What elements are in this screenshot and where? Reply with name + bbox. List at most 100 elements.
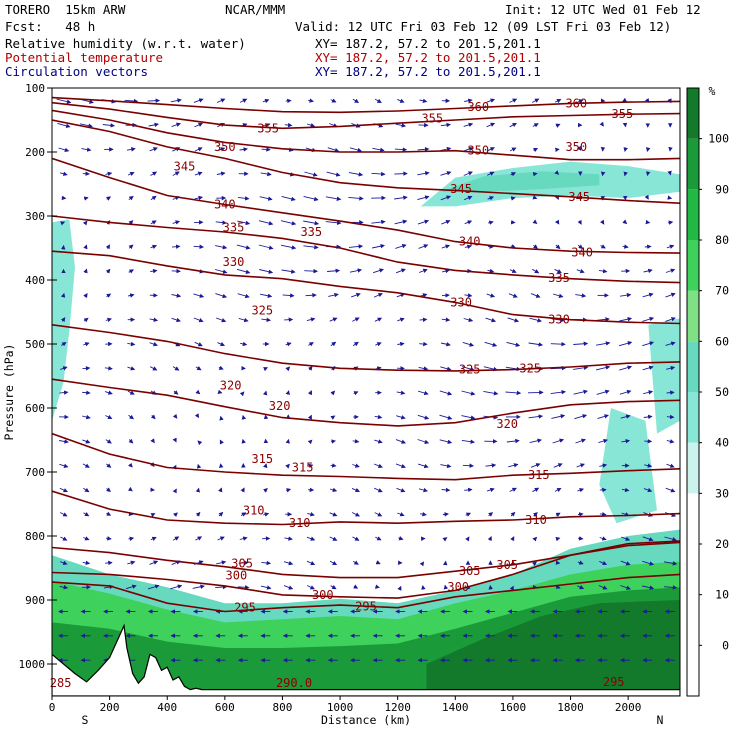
circulation-vector-494	[465, 512, 472, 517]
colorbar-swatch-30	[687, 442, 699, 494]
theta-label-320-17: 320	[220, 379, 242, 393]
circulation-vector-104	[510, 172, 517, 177]
colorbar-tick-label-30: 30	[715, 486, 729, 500]
circulation-vector-454	[195, 487, 201, 493]
circulation-vector-466	[464, 487, 473, 493]
circulation-vector-325	[440, 366, 452, 371]
circulation-vector-583	[577, 585, 585, 590]
circulation-vector-223	[665, 268, 676, 273]
circulation-vector-491	[397, 512, 405, 517]
circulation-vector-352	[418, 390, 429, 396]
circulation-vector-488	[329, 512, 338, 517]
circulation-vector-430	[285, 463, 290, 469]
circulation-vector-455	[218, 487, 223, 493]
circulation-vector-497	[533, 512, 538, 517]
circulation-vector-410	[461, 439, 475, 444]
circulation-vector-122	[281, 195, 296, 202]
circulation-vector-462	[374, 487, 383, 493]
circulation-vector-313	[172, 366, 180, 371]
theta-label-285-0: 285	[50, 676, 72, 690]
circulation-vector-141	[82, 220, 88, 226]
rh-region-50-5	[440, 171, 600, 192]
circulation-vector-268	[419, 317, 428, 322]
circulation-vector-290	[285, 342, 292, 347]
circulation-vector-224	[60, 292, 66, 298]
circulation-vector-246	[552, 293, 564, 298]
circulation-vector-346	[285, 390, 290, 396]
circulation-vector-584	[598, 585, 608, 590]
circulation-vector-490	[374, 512, 383, 517]
circulation-vector-422	[106, 463, 112, 468]
theta-label-350-37: 350	[565, 140, 587, 154]
circulation-vector-149	[258, 220, 274, 226]
circulation-vector-522	[465, 536, 470, 542]
circulation-vector-477	[83, 511, 90, 517]
circulation-vector-553	[532, 561, 538, 567]
circulation-vector-309	[82, 366, 91, 371]
circulation-vector-391	[666, 414, 675, 420]
circulation-vector-77	[533, 148, 539, 153]
circulation-vector-359	[573, 389, 588, 395]
circulation-vector-370	[194, 413, 200, 419]
circulation-vector-354	[461, 390, 476, 396]
circulation-vector-435	[395, 463, 406, 469]
theta-label-350-35: 350	[214, 140, 236, 154]
theta-label-295-2: 295	[234, 601, 256, 615]
circulation-vector-300	[506, 341, 521, 347]
x-tick-label-1800: 1800	[557, 701, 584, 714]
circulation-vector-446	[644, 463, 653, 468]
circulation-vector-436	[417, 463, 429, 469]
circulation-vector-106	[554, 170, 560, 175]
circulation-vector-121	[259, 196, 273, 201]
circulation-vector-365	[81, 414, 91, 420]
circulation-vector-295	[397, 341, 405, 347]
circulation-vector-566	[192, 584, 205, 589]
circulation-vector-366	[105, 414, 113, 419]
circulation-vector-334	[642, 365, 654, 371]
circulation-vector-342	[195, 389, 201, 395]
circulation-vector-496	[510, 511, 516, 517]
colorbar-swatch-50	[687, 341, 699, 392]
circulation-vector-406	[374, 439, 383, 444]
colorbar-tick-label-20: 20	[715, 537, 729, 551]
circulation-vector-387	[574, 414, 588, 420]
circulation-vector-233	[260, 293, 273, 298]
circulation-vector-157	[441, 219, 451, 225]
circulation-vector-389	[620, 414, 631, 419]
circulation-vector-369	[172, 413, 178, 419]
circulation-vector-133	[532, 195, 538, 200]
circulation-vector-558	[642, 560, 655, 566]
circulation-vector-396	[150, 438, 155, 444]
circulation-vector-408	[417, 439, 430, 445]
circulation-vector-484	[240, 512, 247, 517]
circulation-vector-471	[577, 488, 585, 493]
circulation-vector-467	[486, 487, 495, 493]
theta-label-305-8: 305	[231, 557, 253, 571]
circulation-vector-4	[147, 98, 161, 103]
circulation-vector-565	[170, 584, 183, 590]
circulation-vector-308	[60, 366, 68, 371]
circulation-vector-49	[532, 123, 539, 128]
circulation-vector-82	[646, 147, 651, 152]
circulation-vector-343	[217, 389, 223, 394]
circulation-vector-449	[83, 487, 90, 493]
circulation-vector-56	[58, 147, 70, 153]
circulation-vector-79	[576, 145, 582, 151]
circulation-vector-241	[441, 293, 450, 298]
circulation-vector-166	[645, 219, 651, 225]
circulation-vector-147	[215, 220, 227, 225]
circulation-vector-186	[464, 244, 472, 249]
circulation-vector-244	[508, 293, 518, 298]
circulation-vector-102	[463, 171, 473, 176]
circulation-vector-440	[508, 463, 519, 468]
circulation-vector-270	[463, 317, 474, 323]
circulation-vector-307	[665, 341, 676, 346]
x-tick-label-600: 600	[215, 701, 235, 714]
circulation-vector-277	[619, 316, 633, 322]
x-tick-label-200: 200	[100, 701, 120, 714]
circulation-vector-70	[372, 147, 385, 153]
circulation-vector-515	[306, 536, 316, 541]
circulation-vector-570	[283, 585, 294, 590]
circulation-vector-511	[217, 536, 225, 541]
